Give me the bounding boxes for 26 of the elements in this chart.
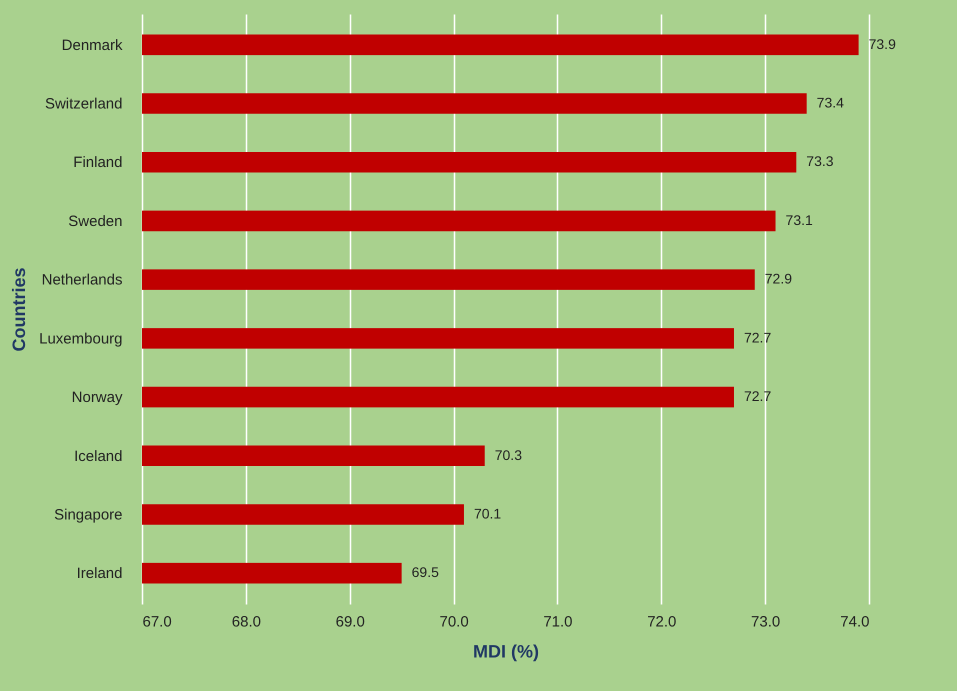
y-tick-label: Singapore bbox=[54, 506, 122, 524]
data-label: 69.5 bbox=[412, 564, 440, 580]
data-label: 73.3 bbox=[806, 153, 834, 170]
x-axis-title: MDI (%) bbox=[473, 642, 539, 662]
y-tick-label: Norway bbox=[72, 389, 123, 406]
y-tick-label: Iceland bbox=[74, 448, 122, 465]
y-tick-label: Netherlands bbox=[42, 272, 122, 289]
x-tick-label: 72.0 bbox=[647, 614, 676, 630]
y-tick-label: Denmark bbox=[62, 36, 123, 54]
data-label: 73.4 bbox=[816, 94, 844, 111]
data-label: 70.3 bbox=[494, 446, 522, 463]
y-tick-label: Finland bbox=[73, 154, 122, 172]
x-tick-label: 68.0 bbox=[232, 614, 261, 630]
x-tick-label: 67.0 bbox=[142, 614, 172, 630]
y-tick-label: Sweden bbox=[68, 212, 122, 230]
x-tick-label: 73.0 bbox=[751, 614, 780, 630]
y-tick-label: Switzerland bbox=[44, 96, 122, 113]
y-axis-title: Countries bbox=[9, 267, 30, 352]
x-tick-label: 70.0 bbox=[439, 614, 469, 630]
data-label: 73.1 bbox=[786, 212, 813, 228]
y-tick-label: Ireland bbox=[76, 565, 122, 582]
x-tick-label: 71.0 bbox=[543, 614, 573, 630]
x-tick-label: 69.0 bbox=[336, 614, 365, 630]
x-tick-label: 74.0 bbox=[840, 614, 870, 630]
data-label: 70.1 bbox=[474, 505, 502, 522]
y-tick-label: Luxembourg bbox=[39, 330, 122, 348]
